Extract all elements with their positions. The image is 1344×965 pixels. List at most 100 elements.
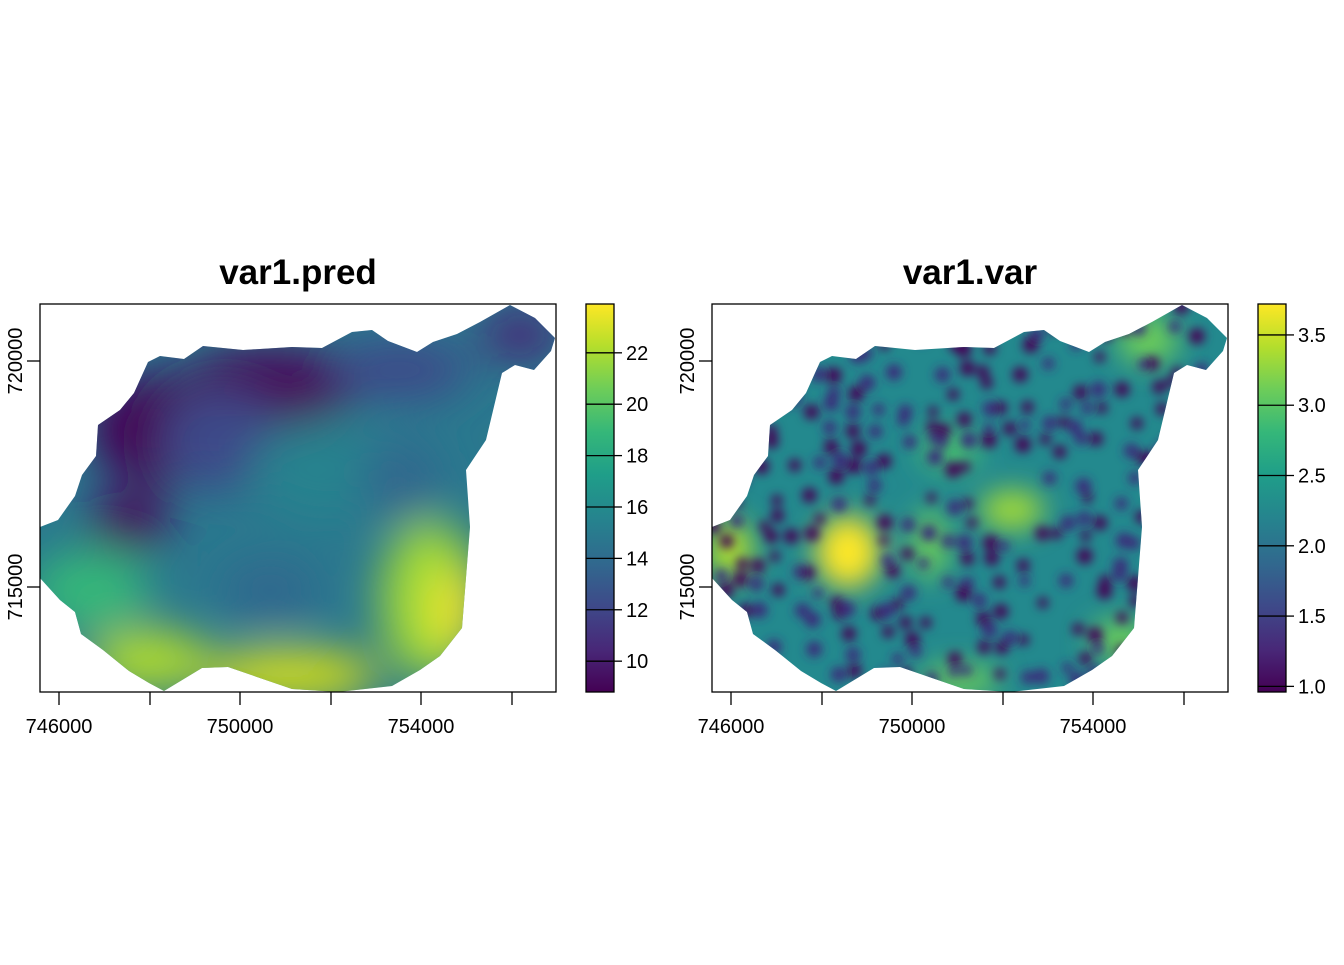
sample-location-spot [1018, 634, 1030, 646]
sample-location-spot [892, 598, 904, 610]
sample-location-spot [824, 439, 839, 455]
sample-location-spot [1094, 351, 1105, 363]
sample-location-spot [823, 420, 837, 435]
colorbar-frame [585, 303, 615, 693]
sample-location-spot [738, 603, 753, 618]
sample-location-spot [1145, 511, 1161, 527]
sample-location-spot [714, 497, 730, 513]
sample-location-spot [864, 460, 879, 475]
sample-location-spot [1059, 573, 1073, 588]
sample-location-spot [813, 456, 827, 469]
sample-location-spot [879, 669, 893, 684]
sample-location-spot [1069, 671, 1085, 688]
sample-location-spot [1114, 382, 1130, 397]
sample-location-spot [773, 392, 790, 409]
sample-location-spot [749, 413, 764, 428]
sample-location-spot [1156, 402, 1169, 416]
sample-location-spot [782, 340, 797, 354]
panel-pred: var1.pred [5, 253, 648, 738]
sample-location-spot [845, 647, 861, 662]
y-tick-label: 720000 [5, 328, 27, 395]
sample-location-spot [846, 458, 862, 474]
sample-location-spot [1165, 555, 1179, 570]
sample-location-spot [1012, 367, 1028, 383]
sample-location-spot [1131, 417, 1143, 430]
sample-location-spot [1124, 443, 1139, 458]
sample-location-spot [852, 307, 866, 322]
sample-location-spot [788, 459, 801, 472]
sample-location-spot [832, 452, 848, 469]
sample-location-spot [962, 498, 973, 509]
sample-location-spot [993, 576, 1006, 589]
sample-location-spot [872, 403, 885, 416]
sample-location-spot [1022, 337, 1039, 353]
sample-location-spot [1145, 624, 1159, 639]
sample-location-spot [795, 603, 810, 618]
sample-location-spot [928, 406, 939, 417]
sample-location-spot [899, 616, 912, 629]
sample-location-spot [980, 377, 993, 389]
sample-location-spot [876, 453, 892, 469]
sample-location-spot [959, 461, 971, 473]
x-tick-label: 746000 [26, 716, 93, 738]
sample-location-spot [927, 449, 943, 466]
sample-location-spot [1188, 511, 1199, 522]
sample-location-spot [712, 519, 721, 534]
sample-location-spot [882, 625, 895, 638]
sample-location-spot [825, 367, 842, 384]
sample-location-spot [859, 375, 875, 391]
sample-location-spot [867, 478, 882, 493]
sample-location-spot [1076, 548, 1093, 564]
sample-location-spot [982, 535, 999, 551]
x-axis [730, 692, 1185, 705]
sample-location-spot [1050, 528, 1062, 540]
panel-title: var1.var [903, 253, 1038, 292]
y-tick-label: 715000 [677, 554, 699, 621]
sample-location-spot [772, 583, 785, 597]
sample-location-spot [878, 602, 895, 619]
sample-location-spot [966, 517, 978, 528]
sample-location-spot [1165, 611, 1178, 625]
sample-location-spot [845, 404, 861, 420]
sample-location-spot [955, 585, 972, 602]
sample-location-spot [941, 534, 955, 548]
sample-location-spot [736, 558, 749, 571]
sample-location-spot [1137, 635, 1150, 648]
sample-location-spot [1127, 575, 1143, 592]
sample-location-spot [1019, 420, 1030, 431]
sample-location-spot [795, 328, 808, 341]
sample-location-spot [759, 521, 770, 532]
sample-location-spot [1136, 451, 1149, 465]
colorbar-tick-label: 16 [626, 497, 648, 519]
sample-location-spot [738, 648, 749, 659]
sample-location-spot [1080, 530, 1091, 542]
y-axis [27, 360, 40, 588]
sample-location-spot [812, 588, 823, 599]
sample-location-spot [789, 395, 801, 406]
sample-location-spot [1092, 310, 1107, 324]
plot-frame [711, 303, 1229, 693]
sample-location-spot [1074, 431, 1088, 445]
sample-location-spot [1135, 510, 1148, 523]
sample-location-spot [1169, 320, 1181, 333]
sample-location-spot [1165, 376, 1176, 388]
sample-location-spot [1099, 575, 1111, 587]
sample-location-spot [1003, 421, 1017, 436]
sample-location-spot [728, 395, 739, 406]
sample-location-spot [1082, 492, 1093, 503]
panel-title: var1.pred [219, 253, 377, 292]
colorbar-tick-label: 10 [626, 651, 648, 673]
sample-location-spot [1014, 436, 1031, 453]
sample-location-spot [1151, 479, 1168, 495]
sample-location-spot [826, 310, 841, 326]
sample-location-spot [959, 360, 976, 376]
sample-location-spot [976, 365, 990, 378]
colorbar-tick-label: 1.5 [1298, 606, 1326, 628]
sample-location-spot [1019, 575, 1030, 587]
sample-location-spot [1071, 305, 1086, 320]
sample-location-spot [806, 641, 822, 657]
sample-location-spot [915, 329, 929, 344]
sample-location-spot [1183, 435, 1196, 448]
sample-location-spot [767, 663, 783, 680]
sample-location-spot [823, 395, 839, 412]
